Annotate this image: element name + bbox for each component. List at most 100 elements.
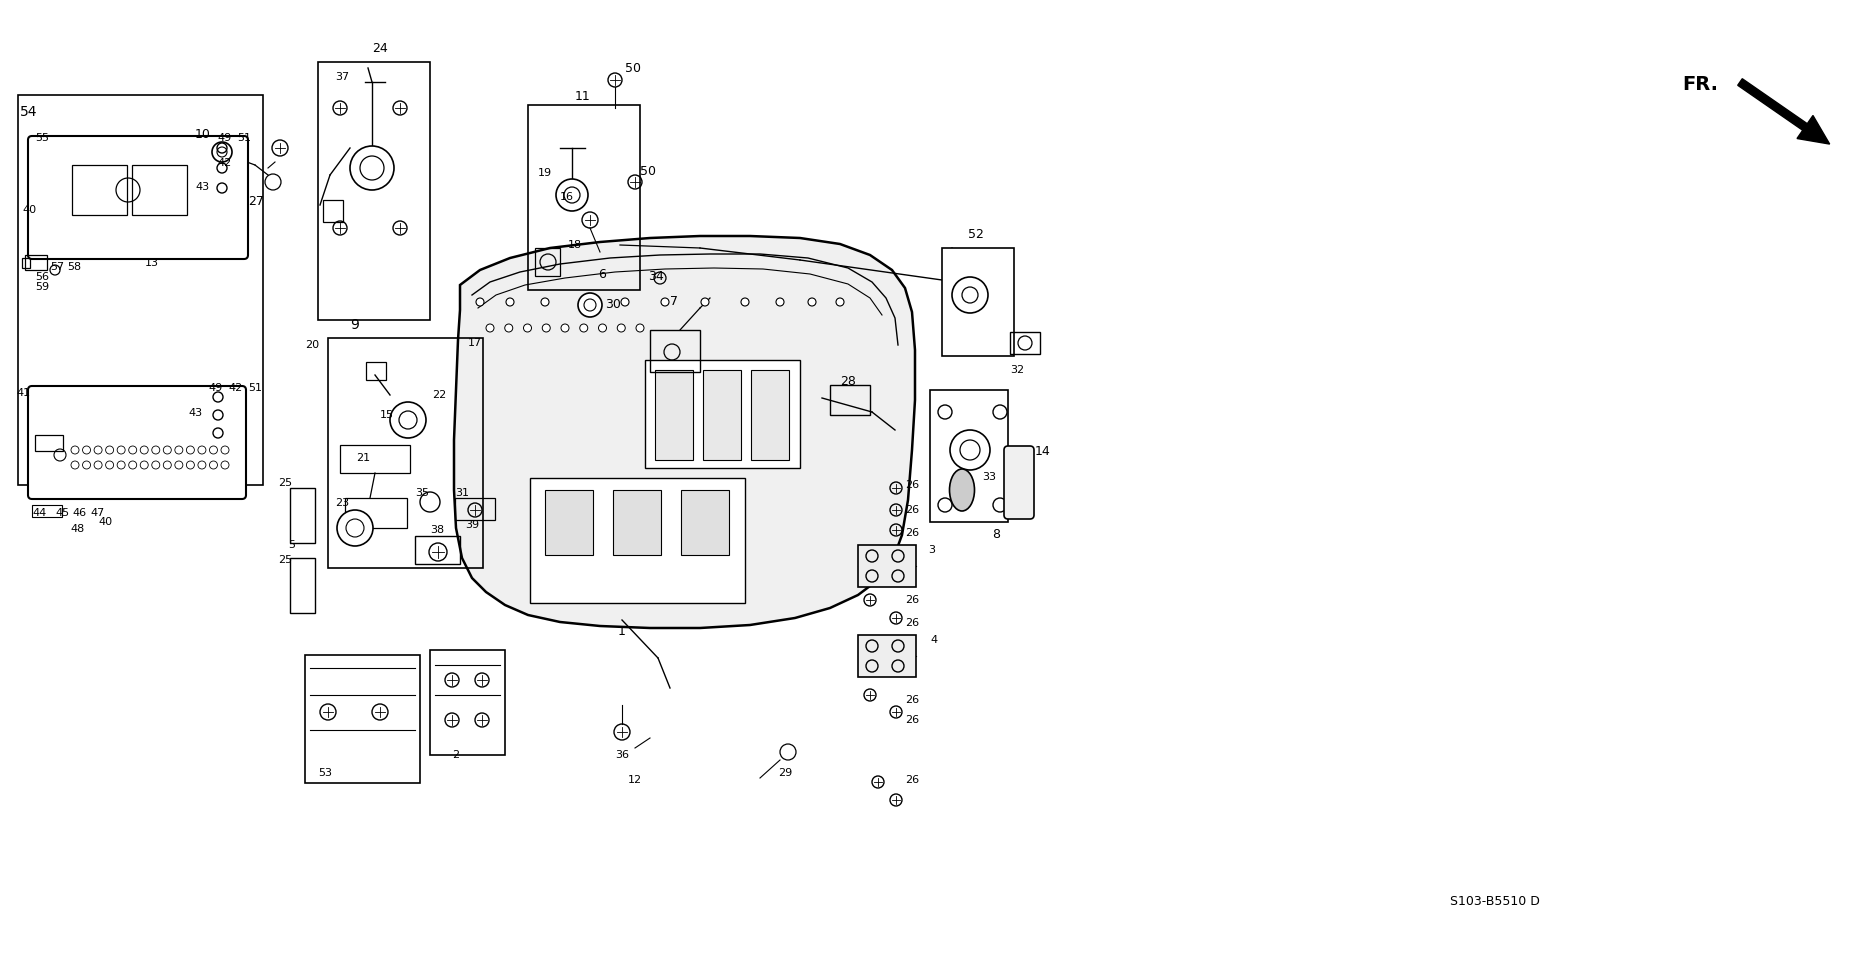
Circle shape [636,324,644,332]
Text: 2: 2 [451,750,459,760]
Text: 25: 25 [279,478,292,488]
Circle shape [543,324,550,332]
Text: 33: 33 [983,472,996,482]
Text: 26: 26 [904,505,919,515]
Text: 26: 26 [904,775,919,785]
Bar [305,655,419,783]
Bar [324,200,343,222]
Bar [646,360,799,468]
Text: 26: 26 [904,618,919,628]
Text: 18: 18 [567,240,582,250]
Text: 16: 16 [560,192,575,202]
Text: 11: 11 [575,90,592,103]
Circle shape [837,298,844,306]
Text: 51: 51 [247,383,262,393]
Text: 59: 59 [36,282,49,292]
Text: 6: 6 [597,268,607,281]
Text: 55: 55 [36,133,49,143]
Text: 26: 26 [904,480,919,490]
Bar [655,370,693,460]
Bar [328,338,483,568]
Polygon shape [455,236,915,628]
Circle shape [350,146,393,190]
Bar [19,95,262,485]
Text: 26: 26 [904,528,919,538]
Bar [530,478,745,603]
Bar [290,558,314,613]
Text: 47: 47 [90,508,105,518]
Circle shape [777,298,784,306]
Text: 4: 4 [930,635,938,645]
Text: S103-B5510 D: S103-B5510 D [1451,895,1541,908]
Bar [344,498,406,528]
Text: 40: 40 [22,205,36,215]
Text: 26: 26 [904,595,919,605]
Text: FR.: FR. [1683,75,1718,94]
Text: 32: 32 [1011,365,1024,375]
Text: 29: 29 [779,768,792,778]
Text: 48: 48 [69,524,84,534]
Bar [290,488,314,543]
Circle shape [562,324,569,332]
Bar [751,370,788,460]
Circle shape [949,430,990,470]
Text: 7: 7 [670,295,678,308]
Text: 50: 50 [640,165,655,178]
Text: 52: 52 [968,228,985,241]
Text: 42: 42 [228,383,241,393]
Ellipse shape [949,469,975,511]
Text: 37: 37 [335,72,348,82]
Circle shape [505,298,515,306]
Bar [942,248,1015,356]
Text: 20: 20 [305,340,318,350]
Bar [32,505,62,517]
Bar [535,248,560,276]
Text: 34: 34 [648,270,665,283]
Text: 23: 23 [335,498,348,508]
Text: 58: 58 [67,262,80,272]
Circle shape [618,324,625,332]
FancyArrow shape [1737,78,1829,145]
Text: 21: 21 [356,453,371,463]
Bar [341,445,410,473]
Text: 12: 12 [627,775,642,785]
Text: 15: 15 [380,410,393,420]
Circle shape [599,324,607,332]
Text: 40: 40 [97,517,112,527]
Bar [22,258,30,268]
Circle shape [505,324,513,332]
Text: 28: 28 [841,375,856,388]
Bar [36,435,64,451]
Circle shape [809,298,816,306]
Circle shape [475,298,485,306]
Text: 46: 46 [71,508,86,518]
Text: 49: 49 [217,133,232,143]
Bar [431,650,505,755]
Text: 24: 24 [373,42,388,55]
Text: 49: 49 [208,383,223,393]
Text: 38: 38 [431,525,444,535]
Circle shape [700,298,709,306]
Text: 17: 17 [468,338,483,348]
Text: 31: 31 [455,488,470,498]
Bar [612,490,661,555]
Text: 36: 36 [616,750,629,760]
Circle shape [781,744,796,760]
Circle shape [419,492,440,512]
Text: 26: 26 [904,695,919,705]
Bar [528,105,640,290]
Text: 44: 44 [32,508,47,518]
Circle shape [541,298,548,306]
Text: 30: 30 [605,298,622,311]
Text: 9: 9 [350,318,359,332]
Bar [857,545,915,587]
Text: 1: 1 [618,625,625,638]
Text: 5: 5 [288,540,296,550]
Bar [133,165,187,215]
Text: 22: 22 [432,390,446,400]
Circle shape [661,298,668,306]
Text: 41: 41 [17,388,30,398]
Bar [24,255,47,270]
Text: 25: 25 [279,555,292,565]
Circle shape [953,277,988,313]
